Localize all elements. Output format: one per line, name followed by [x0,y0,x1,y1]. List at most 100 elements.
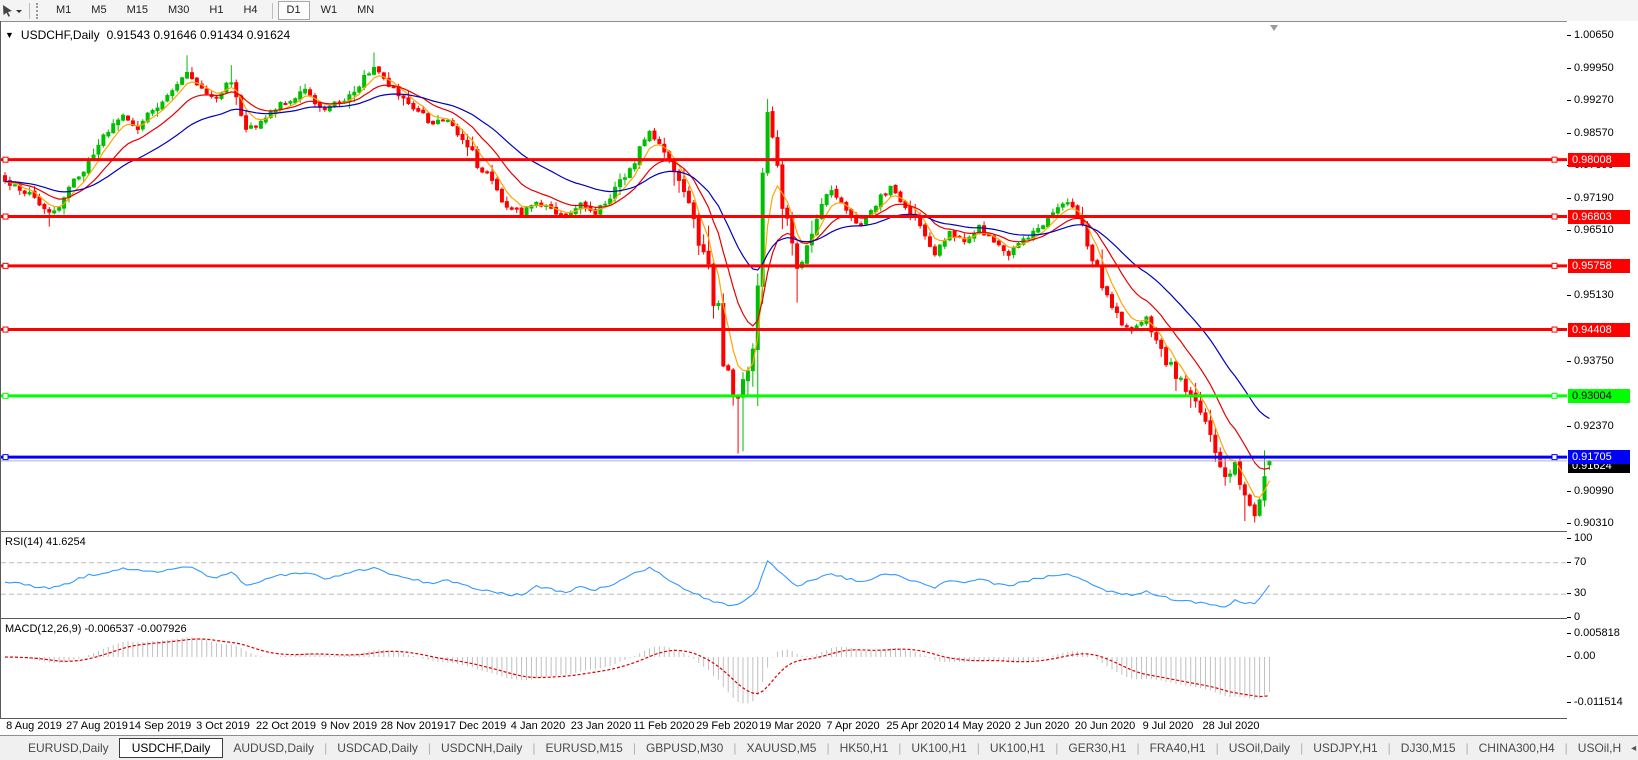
chart-tab-gbpusd-m30[interactable]: GBPUSD,M30 [645,741,724,755]
chart-tab-fra40-h1[interactable]: FRA40,H1 [1149,741,1206,755]
candle-body [1060,203,1065,208]
hline-handle[interactable] [1551,262,1558,269]
candle-body [1085,223,1090,247]
chart-tab-hk50-h1[interactable]: HK50,H1 [839,741,889,755]
chart-tab-uk100-h1[interactable]: UK100,H1 [989,741,1046,755]
toolbar-grip-handle[interactable] [36,2,41,19]
ma-line-medium[interactable] [4,84,1270,470]
pane-separator-macd[interactable] [0,618,1567,619]
candle-body [686,190,691,204]
chart-tab-usoil-h[interactable]: USOil,H [1577,741,1622,755]
timeframe-button-m1[interactable]: M1 [56,4,72,16]
chart-tab-usoil-daily[interactable]: USOil,Daily [1228,741,1291,755]
chart-tab-usdjpy-h1[interactable]: USDJPY,H1 [1313,741,1378,755]
chart-title: ▼ USDCHF,Daily 0.91543 0.91646 0.91434 0… [5,28,290,42]
hline-handle[interactable] [2,392,9,399]
hline-handle[interactable] [2,454,9,461]
candle-body [745,370,750,382]
price-pane[interactable] [1,22,1567,531]
date-label: 23 Jan 2020 [570,720,632,732]
candle-body [652,130,657,140]
candle-body [180,77,185,85]
macd-scale-label: 0.005818 [1574,626,1620,639]
dropdown-arrow-icon[interactable] [15,4,23,18]
chart-tab-dj30-m15[interactable]: DJ30,M15 [1400,741,1456,755]
chart-tab-xauusd-m5[interactable]: XAUUSD,M5 [746,741,817,755]
ma-line-slow[interactable] [4,93,1270,420]
chart-shift-marker-icon[interactable] [1270,25,1278,31]
hline-handle[interactable] [1551,392,1558,399]
date-label: 14 Sep 2019 [128,720,192,732]
candle-body [126,115,130,121]
pane-separator-rsi[interactable] [0,531,1567,532]
candle-body [381,72,386,79]
chart-ohlc-values: 0.91543 0.91646 0.91434 0.91624 [106,28,291,42]
chart-area[interactable] [0,21,1568,719]
candle-body [696,217,701,246]
timeframe-button-h1[interactable]: H1 [209,4,224,16]
chart-tab-uk100-h1[interactable]: UK100,H1 [911,741,967,755]
tab-separator: | [1300,741,1304,755]
hline-handle[interactable] [1551,454,1558,461]
chart-tab-eurusd-m15[interactable]: EURUSD,M15 [545,741,623,755]
candle-body [1046,217,1051,228]
candle-body [1203,412,1208,422]
candle-body [657,139,662,144]
candle-body [883,193,888,196]
candle-body [1001,245,1006,252]
hline-handle[interactable] [2,213,9,220]
hline-handle[interactable] [2,262,9,269]
timeframe-button-w1[interactable]: W1 [320,4,338,16]
chart-tab-ger30-h1[interactable]: GER30,H1 [1068,741,1127,755]
candle-body [558,213,563,216]
candle-body [130,120,135,126]
chart-tab-audusd-daily[interactable]: AUDUSD,Daily [233,741,315,755]
chart-tab-usdchf-daily[interactable]: USDCHF,Daily [118,738,224,758]
price-tick-label: 0.99950 [1574,62,1614,75]
candle-body [386,77,391,87]
hline-handle[interactable] [1551,213,1558,220]
chart-tab-china300-h4[interactable]: CHINA300,H4 [1478,741,1555,755]
date-axis[interactable]: 8 Aug 2019 27 Aug 2019 14 Sep 2019 3 Oct 20… [0,719,1567,734]
timeframe-button-m15[interactable]: M15 [126,4,148,16]
chart-tab-usdcad-daily[interactable]: USDCAD,Daily [337,741,418,755]
price-axis[interactable]: 1.006500.999500.992700.985700.978900.971… [1567,21,1638,719]
candle-body [121,114,126,121]
hline-handle[interactable] [1551,156,1558,163]
ma-line-fast[interactable] [4,75,1270,499]
candle-body [101,134,106,146]
tab-scroll-left-icon[interactable]: ◂ [1631,742,1637,754]
candle-body [1006,251,1011,256]
candle-body [509,207,514,210]
candle-body [1124,325,1129,328]
candle-body [485,171,490,174]
hline-handle[interactable] [1551,326,1558,333]
candle-body [795,243,800,269]
symbol-dropdown-icon[interactable]: ▼ [5,30,14,40]
date-label: 4 Jan 2020 [510,720,566,732]
candle-body [308,89,313,96]
macd-pane[interactable] [1,620,1567,719]
chart-tab-usdcnh-daily[interactable]: USDCNH,Daily [441,741,523,755]
hline-handle[interactable] [2,156,9,163]
price-tick-dash [1567,295,1571,297]
timeframe-button-mn[interactable]: MN [357,4,375,16]
candle-body [1218,451,1223,468]
date-label: 9 Nov 2019 [320,720,378,732]
timeframe-button-d1[interactable]: D1 [277,1,310,20]
cursor-tool-button[interactable] [0,4,25,18]
candle-body [1114,306,1119,313]
timeframe-button-m30[interactable]: M30 [167,4,190,16]
hline-handle[interactable] [2,326,9,333]
rsi-line [4,559,1270,608]
candle-body [893,184,898,194]
candle-body [1095,260,1100,266]
price-tick-label: 0.96510 [1574,224,1614,237]
chart-tab-eurusd-daily[interactable]: EURUSD,Daily [28,741,109,755]
timeframe-button-h4[interactable]: H4 [243,4,258,16]
rsi-pane[interactable] [1,533,1567,619]
timeframe-button-m5[interactable]: M5 [91,4,107,16]
candle-body [376,66,381,73]
candle-body [495,178,499,191]
candle-body [923,224,928,237]
